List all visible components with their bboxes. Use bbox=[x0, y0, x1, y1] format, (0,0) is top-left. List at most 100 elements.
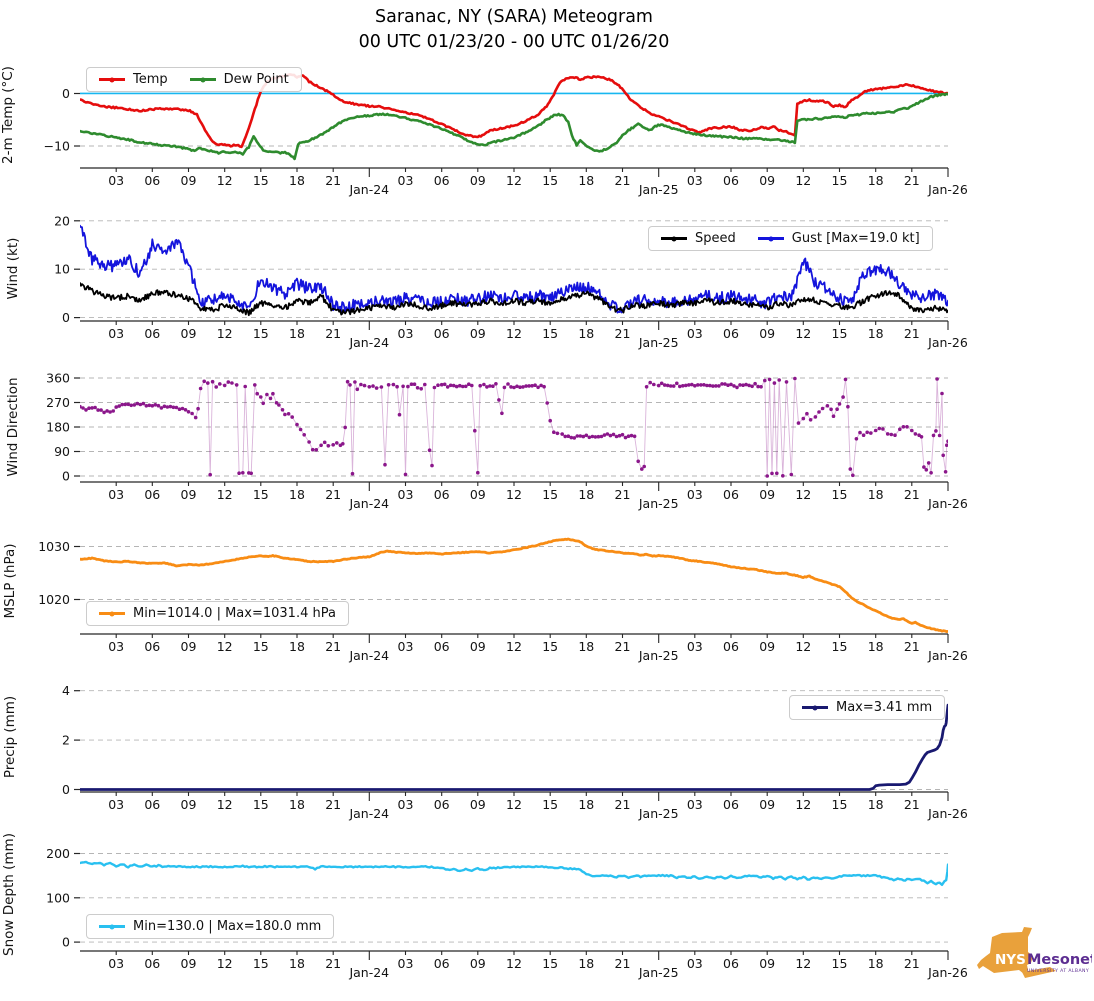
data-point bbox=[326, 444, 331, 448]
data-point bbox=[488, 384, 492, 388]
data-point bbox=[602, 433, 607, 437]
data-point bbox=[341, 442, 345, 446]
legend-dot-marker bbox=[812, 705, 818, 710]
y-tick-label: 2 bbox=[62, 733, 70, 748]
data-point bbox=[367, 385, 372, 389]
snow-depth-ylabel: Snow Depth (mm) bbox=[1, 833, 17, 956]
data-point bbox=[374, 386, 379, 390]
legend-line-marker bbox=[802, 705, 828, 710]
ny-state-shape bbox=[977, 927, 1033, 974]
data-point bbox=[665, 383, 670, 388]
x-date-label: Jan-25 bbox=[638, 496, 679, 511]
data-point bbox=[409, 382, 414, 387]
data-point bbox=[723, 382, 727, 386]
data-point bbox=[432, 385, 437, 390]
data-point bbox=[581, 434, 586, 439]
data-point bbox=[96, 408, 100, 412]
data-point bbox=[362, 383, 367, 388]
x-tick-label: 06 bbox=[144, 326, 160, 341]
x-tick-label: 12 bbox=[217, 639, 233, 654]
data-point bbox=[652, 382, 656, 387]
x-tick-label: 09 bbox=[181, 173, 197, 188]
data-point bbox=[530, 384, 534, 388]
data-point bbox=[750, 384, 754, 389]
data-point bbox=[851, 473, 855, 478]
data-point bbox=[310, 447, 315, 452]
x-tick-label: 12 bbox=[506, 797, 522, 812]
data-point bbox=[249, 471, 253, 476]
x-tick-label: 12 bbox=[506, 956, 522, 971]
data-point bbox=[87, 406, 91, 411]
data-point bbox=[539, 383, 543, 388]
data-point bbox=[858, 430, 862, 435]
x-tick-label: 21 bbox=[904, 173, 920, 188]
data-point bbox=[108, 410, 112, 414]
x-tick-label: 03 bbox=[108, 326, 124, 341]
data-point bbox=[222, 383, 227, 388]
x-tick-label: 18 bbox=[578, 639, 594, 654]
data-point bbox=[451, 383, 456, 388]
data-point bbox=[642, 464, 646, 469]
x-tick-label: 06 bbox=[434, 639, 450, 654]
x-tick-label: 09 bbox=[470, 487, 486, 502]
y-tick-label: 10 bbox=[54, 262, 70, 277]
x-tick-label: 06 bbox=[723, 487, 739, 502]
data-point bbox=[753, 381, 757, 386]
mslp-mslp-line bbox=[80, 537, 948, 633]
x-tick-label: 03 bbox=[398, 639, 414, 654]
data-point bbox=[671, 384, 676, 388]
data-point bbox=[156, 403, 161, 408]
x-tick-label: 12 bbox=[795, 487, 811, 502]
legend-label: Temp bbox=[133, 72, 168, 87]
x-date-label: Jan-25 bbox=[638, 182, 679, 197]
data-point bbox=[889, 432, 894, 437]
data-point bbox=[696, 383, 700, 387]
data-point bbox=[569, 435, 574, 440]
precip-legend: Max=3.41 mm bbox=[789, 695, 946, 720]
data-point bbox=[605, 432, 610, 436]
wind-speed-line bbox=[80, 282, 948, 317]
x-tick-label: 03 bbox=[108, 956, 124, 971]
snow-depth-series-group bbox=[80, 860, 948, 886]
data-point bbox=[542, 384, 546, 389]
data-point bbox=[403, 472, 408, 477]
data-point bbox=[729, 382, 733, 387]
y-tick-label: 0 bbox=[62, 935, 70, 950]
x-tick-label: 03 bbox=[108, 487, 124, 502]
x-tick-label: 12 bbox=[795, 956, 811, 971]
data-point bbox=[587, 435, 592, 440]
x-tick-label: 15 bbox=[253, 326, 269, 341]
legend-label: Min=130.0 | Max=180.0 mm bbox=[133, 919, 322, 934]
x-tick-label: 06 bbox=[723, 797, 739, 812]
data-point bbox=[717, 384, 721, 388]
data-point bbox=[391, 382, 396, 387]
y-tick-label: 4 bbox=[62, 683, 70, 698]
legend-line-marker bbox=[99, 924, 125, 929]
data-point bbox=[678, 384, 682, 389]
data-point bbox=[183, 408, 188, 412]
data-point bbox=[552, 430, 556, 435]
data-point bbox=[801, 416, 806, 421]
data-point bbox=[702, 383, 706, 387]
x-tick-label: 06 bbox=[723, 956, 739, 971]
data-point bbox=[345, 379, 350, 384]
x-tick-label: 12 bbox=[506, 639, 522, 654]
data-point bbox=[772, 381, 777, 385]
x-tick-label: 15 bbox=[832, 326, 848, 341]
x-tick-label: 18 bbox=[578, 956, 594, 971]
data-point bbox=[259, 395, 263, 399]
x-tick-label: 15 bbox=[832, 639, 848, 654]
y-tick-label: 0 bbox=[62, 469, 70, 484]
y-tick-label: 20 bbox=[54, 213, 70, 228]
data-point bbox=[545, 401, 549, 405]
data-point bbox=[805, 411, 809, 416]
data-point bbox=[846, 404, 850, 409]
data-point bbox=[265, 392, 269, 397]
data-point bbox=[620, 432, 625, 437]
x-tick-label: 21 bbox=[325, 639, 341, 654]
temp-panel: 0 −10 03 06 09 12 15 18 21 03 06 09 12 15 18 21 03 06 09 12… bbox=[0, 66, 968, 197]
legend-item: Dew Point bbox=[189, 72, 289, 87]
data-point bbox=[430, 463, 434, 468]
data-point bbox=[206, 381, 210, 385]
